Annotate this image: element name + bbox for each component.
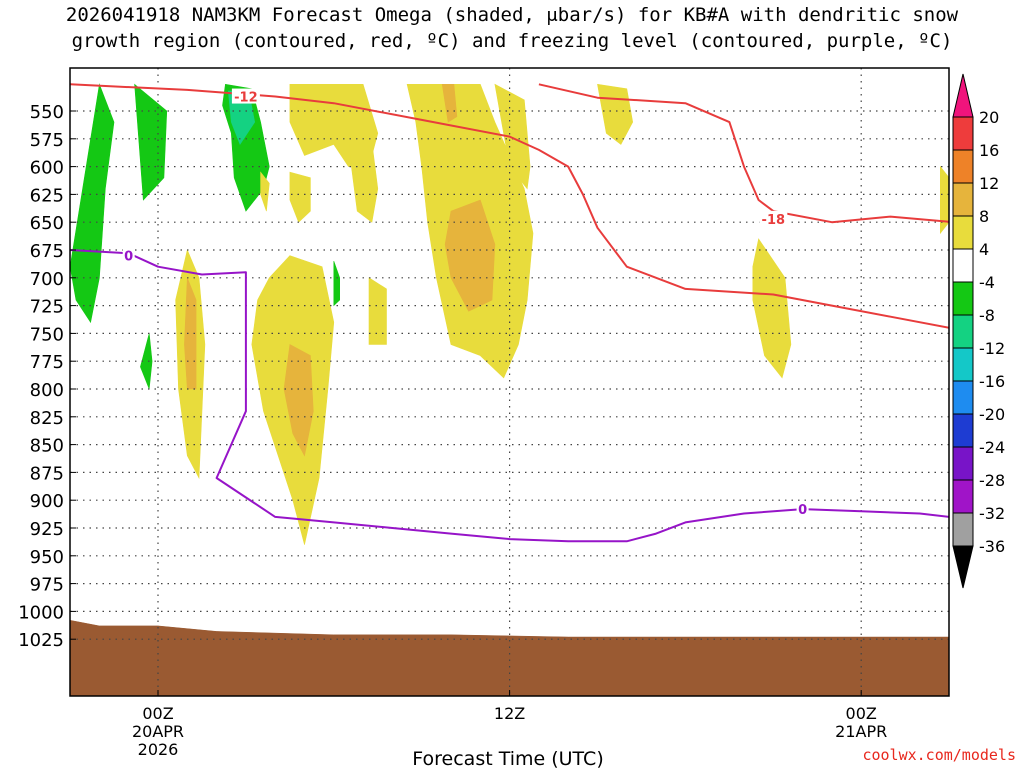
y-tick-label-1000: 1000	[18, 602, 64, 623]
y-tick-label-775: 775	[30, 352, 64, 373]
contour-label-5: 0	[798, 503, 807, 518]
x-tick-label-0-0: 00Z	[142, 704, 173, 723]
y-tick-label-800: 800	[30, 380, 64, 401]
isotherm-minus12-line	[70, 83, 949, 329]
chart-title-line-2: growth region (contoured, red, ºC) and f…	[71, 30, 953, 52]
colorbar-swatch-8	[952, 347, 974, 382]
omega-shade-1	[70, 83, 115, 324]
y-tick-label-975: 975	[30, 575, 64, 596]
colorbar-label-8: -16	[979, 372, 1005, 391]
omega-shade-5	[333, 261, 341, 307]
y-tick-label-675: 675	[30, 241, 64, 262]
omega-shade-2	[134, 83, 168, 201]
colorbar-label-2: 12	[979, 174, 999, 193]
omega-shade-19	[368, 277, 387, 345]
y-tick-label-725: 725	[30, 297, 64, 318]
x-tick-label-0-1: 20APR	[132, 722, 184, 741]
x-tick-label-24-1: 21APR	[835, 722, 887, 741]
colorbar-swatch-5	[952, 248, 974, 283]
colorbar-label-7: -12	[979, 339, 1005, 358]
y-tick-label-625: 625	[30, 185, 64, 206]
y-tick-label-925: 925	[30, 519, 64, 540]
omega-shade-30	[441, 84, 458, 123]
y-tick-label-900: 900	[30, 491, 64, 512]
omega-shade-21	[494, 83, 531, 190]
isotherm-minus18-line	[538, 83, 949, 224]
colorbar-swatch-2	[952, 149, 974, 184]
y-tick-label-700: 700	[30, 269, 64, 290]
colorbar-label-6: -8	[979, 306, 995, 325]
colorbar-swatch-9	[952, 380, 974, 415]
y-tick-label-550: 550	[30, 102, 64, 123]
colorbar-swatch-7	[952, 314, 974, 349]
colorbar-swatch-12	[952, 479, 974, 514]
omega-shade-28	[283, 344, 314, 457]
x-axis-label: Forecast Time (UTC)	[412, 748, 603, 768]
contour-label-1: -18	[762, 213, 786, 228]
y-tick-label-950: 950	[30, 547, 64, 568]
colorbar-top-arrow	[952, 73, 974, 118]
colorbar-label-9: -20	[979, 405, 1005, 424]
y-tick-label-825: 825	[30, 408, 64, 429]
colorbar-label-10: -24	[979, 438, 1005, 457]
colorbar-label-13: -36	[979, 537, 1005, 556]
contour-label-0: -12	[234, 91, 258, 106]
colorbar-label-1: 16	[979, 141, 999, 160]
y-tick-label-650: 650	[30, 213, 64, 234]
y-tick-label-575: 575	[30, 130, 64, 151]
colorbar-swatch-4	[952, 215, 974, 250]
contour-label-bg-4	[122, 247, 135, 263]
terrain-fill	[70, 620, 949, 696]
contour-label-bg-1	[759, 210, 788, 226]
colorbar-label-4: 4	[979, 240, 989, 259]
credit-text: coolwx.com/models	[862, 746, 1016, 764]
contour-label-bg-0	[231, 88, 260, 104]
colorbar-swatch-13	[952, 512, 974, 547]
colorbar-bottom-arrow	[952, 545, 974, 589]
y-tick-label-850: 850	[30, 436, 64, 457]
omega-shade-16	[260, 171, 270, 212]
colorbar-label-5: -4	[979, 273, 995, 292]
x-tick-label-24-0: 00Z	[846, 704, 877, 723]
y-tick-label-1025: 1025	[18, 630, 64, 651]
y-tick-label-875: 875	[30, 463, 64, 484]
omega-shade-18	[348, 135, 379, 223]
omega-shade-24	[939, 165, 949, 235]
y-tick-label-600: 600	[30, 158, 64, 179]
colorbar-label-12: -32	[979, 504, 1005, 523]
colorbar-label-3: 8	[979, 207, 989, 226]
chart-title-line-1: 2026041918 NAM3KM Forecast Omega (shaded…	[65, 4, 959, 26]
freezing-level-line	[70, 248, 949, 543]
colorbar-swatch-11	[952, 446, 974, 481]
colorbar-label-0: 20	[979, 108, 999, 127]
colorbar-swatch-3	[952, 182, 974, 217]
colorbar-swatch-6	[952, 281, 974, 316]
y-tick-label-750: 750	[30, 324, 64, 345]
omega-shade-23	[752, 238, 792, 379]
colorbar-swatch-10	[952, 413, 974, 448]
contour-label-bg-5	[796, 501, 809, 517]
omega-shade-15	[289, 171, 311, 223]
x-tick-label-12-0: 12Z	[494, 704, 525, 723]
contour-label-4: 0	[124, 250, 133, 265]
omega-shade-22	[597, 83, 634, 145]
colorbar-swatch-1	[952, 116, 974, 151]
x-tick-label-0-2: 2026	[138, 740, 179, 759]
colorbar-label-11: -28	[979, 471, 1005, 490]
